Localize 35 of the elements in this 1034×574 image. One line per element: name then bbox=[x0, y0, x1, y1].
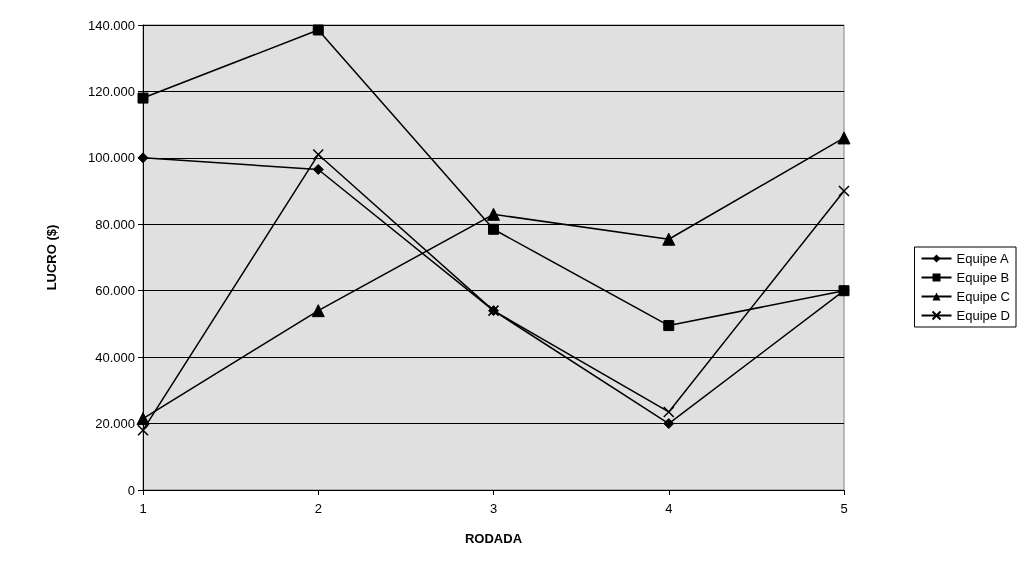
point bbox=[311, 304, 325, 318]
point bbox=[312, 163, 324, 175]
point bbox=[137, 152, 149, 164]
x-tick-label: 2 bbox=[314, 501, 322, 516]
x-tick-label: 5 bbox=[840, 501, 848, 516]
point bbox=[488, 223, 499, 235]
point bbox=[136, 412, 150, 426]
y-tick-label: 20.000 bbox=[95, 416, 135, 432]
legend-label: Equipe C bbox=[956, 289, 1011, 304]
y-tick-label: 100.000 bbox=[88, 150, 135, 166]
legend-label: Equipe B bbox=[956, 270, 1010, 285]
legend-label: Equipe A bbox=[956, 251, 1009, 266]
point bbox=[663, 320, 675, 332]
x-tick-label: 3 bbox=[489, 501, 498, 516]
x-tick-label: 4 bbox=[665, 501, 673, 516]
point bbox=[487, 207, 500, 221]
y-axis-title: LUCRO ($) bbox=[44, 224, 59, 291]
point bbox=[312, 148, 324, 161]
y-tick-label: 60.000 bbox=[95, 283, 135, 299]
y-tick-label: 120.000 bbox=[88, 83, 135, 99]
y-tick-label: 0 bbox=[127, 482, 135, 498]
point bbox=[838, 185, 850, 197]
x-tick-label: 1 bbox=[139, 501, 147, 516]
y-tick-label: 80.000 bbox=[95, 216, 135, 232]
point bbox=[662, 232, 676, 246]
point bbox=[837, 131, 851, 145]
legend-label: Equipe D bbox=[956, 308, 1011, 323]
y-tick-label: 140.000 bbox=[88, 17, 135, 33]
point bbox=[137, 424, 149, 436]
y-tick-label: 40.000 bbox=[95, 349, 135, 365]
x-axis-title: RODADA bbox=[464, 531, 523, 546]
point bbox=[137, 92, 149, 104]
point bbox=[663, 406, 675, 418]
point bbox=[663, 418, 675, 430]
point bbox=[312, 24, 324, 36]
